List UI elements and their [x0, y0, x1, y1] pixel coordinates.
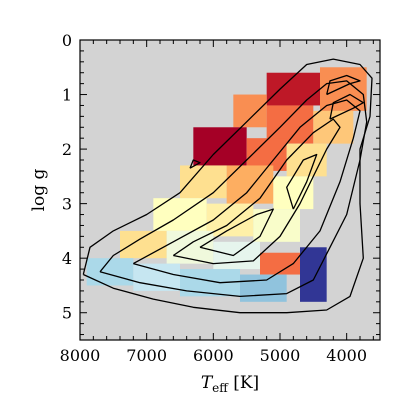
y-tick-label: 1: [62, 86, 72, 105]
contour-line-6: [286, 153, 318, 210]
contour-line-9: [189, 159, 201, 169]
x-tick-label: 5000: [260, 346, 301, 365]
heatmap-cell-23: [300, 247, 327, 302]
axis-ticks: [79, 39, 380, 340]
heatmap-cell-3: [233, 94, 267, 128]
heatmap-cell-19: [86, 258, 134, 286]
y-tick-label: 4: [62, 249, 72, 268]
heatmap-cell-1: [266, 72, 320, 106]
contour-line-2: [99, 80, 368, 298]
y-tick-label: 5: [62, 304, 72, 323]
contour-line-8: [326, 74, 361, 96]
y-tick-label: 2: [62, 140, 72, 159]
contour-line-7: [329, 93, 364, 120]
heatmap-cell-6: [193, 127, 247, 166]
y-tick-label: 0: [62, 31, 72, 50]
x-tick-label: 7000: [126, 346, 167, 365]
heatmap-cell-9: [180, 165, 227, 199]
heatmap-cell-20: [133, 263, 180, 291]
heatmap-cell-15: [120, 230, 167, 259]
x-axis-label: Teff [K]: [201, 373, 259, 395]
contour-lines: [82, 58, 373, 314]
heatmap-cell-21: [180, 269, 240, 297]
heatmap-cell-8: [286, 143, 327, 177]
plot-frame: [79, 39, 381, 341]
x-tick-label: 8000: [60, 346, 101, 365]
x-axis-label-unit: [K]: [228, 373, 259, 393]
y-tick-label: 3: [62, 195, 72, 214]
heatmap-cell-10: [226, 165, 274, 204]
contour-line-4: [172, 118, 341, 265]
y-tick-labels: 0 1 2 3 4 5: [62, 31, 72, 323]
heatmap-cell-17: [213, 241, 260, 270]
x-tick-labels: 8000 7000 6000 5000 4000: [60, 346, 367, 365]
x-axis-label-subscript: eff: [212, 381, 229, 395]
heatmap-cell-14: [253, 209, 300, 242]
density-cells: [86, 67, 367, 302]
x-tick-label: 4000: [326, 346, 367, 365]
heatmap-cell-4: [266, 105, 314, 144]
contour-line-3: [132, 99, 361, 284]
contour-line-5: [199, 208, 274, 257]
heatmap-cell-22: [240, 274, 287, 302]
contour-line-1: [82, 58, 373, 314]
x-tick-label: 6000: [193, 346, 234, 365]
x-axis-label-symbol: T: [201, 373, 214, 393]
y-axis-label: log g: [29, 168, 49, 211]
